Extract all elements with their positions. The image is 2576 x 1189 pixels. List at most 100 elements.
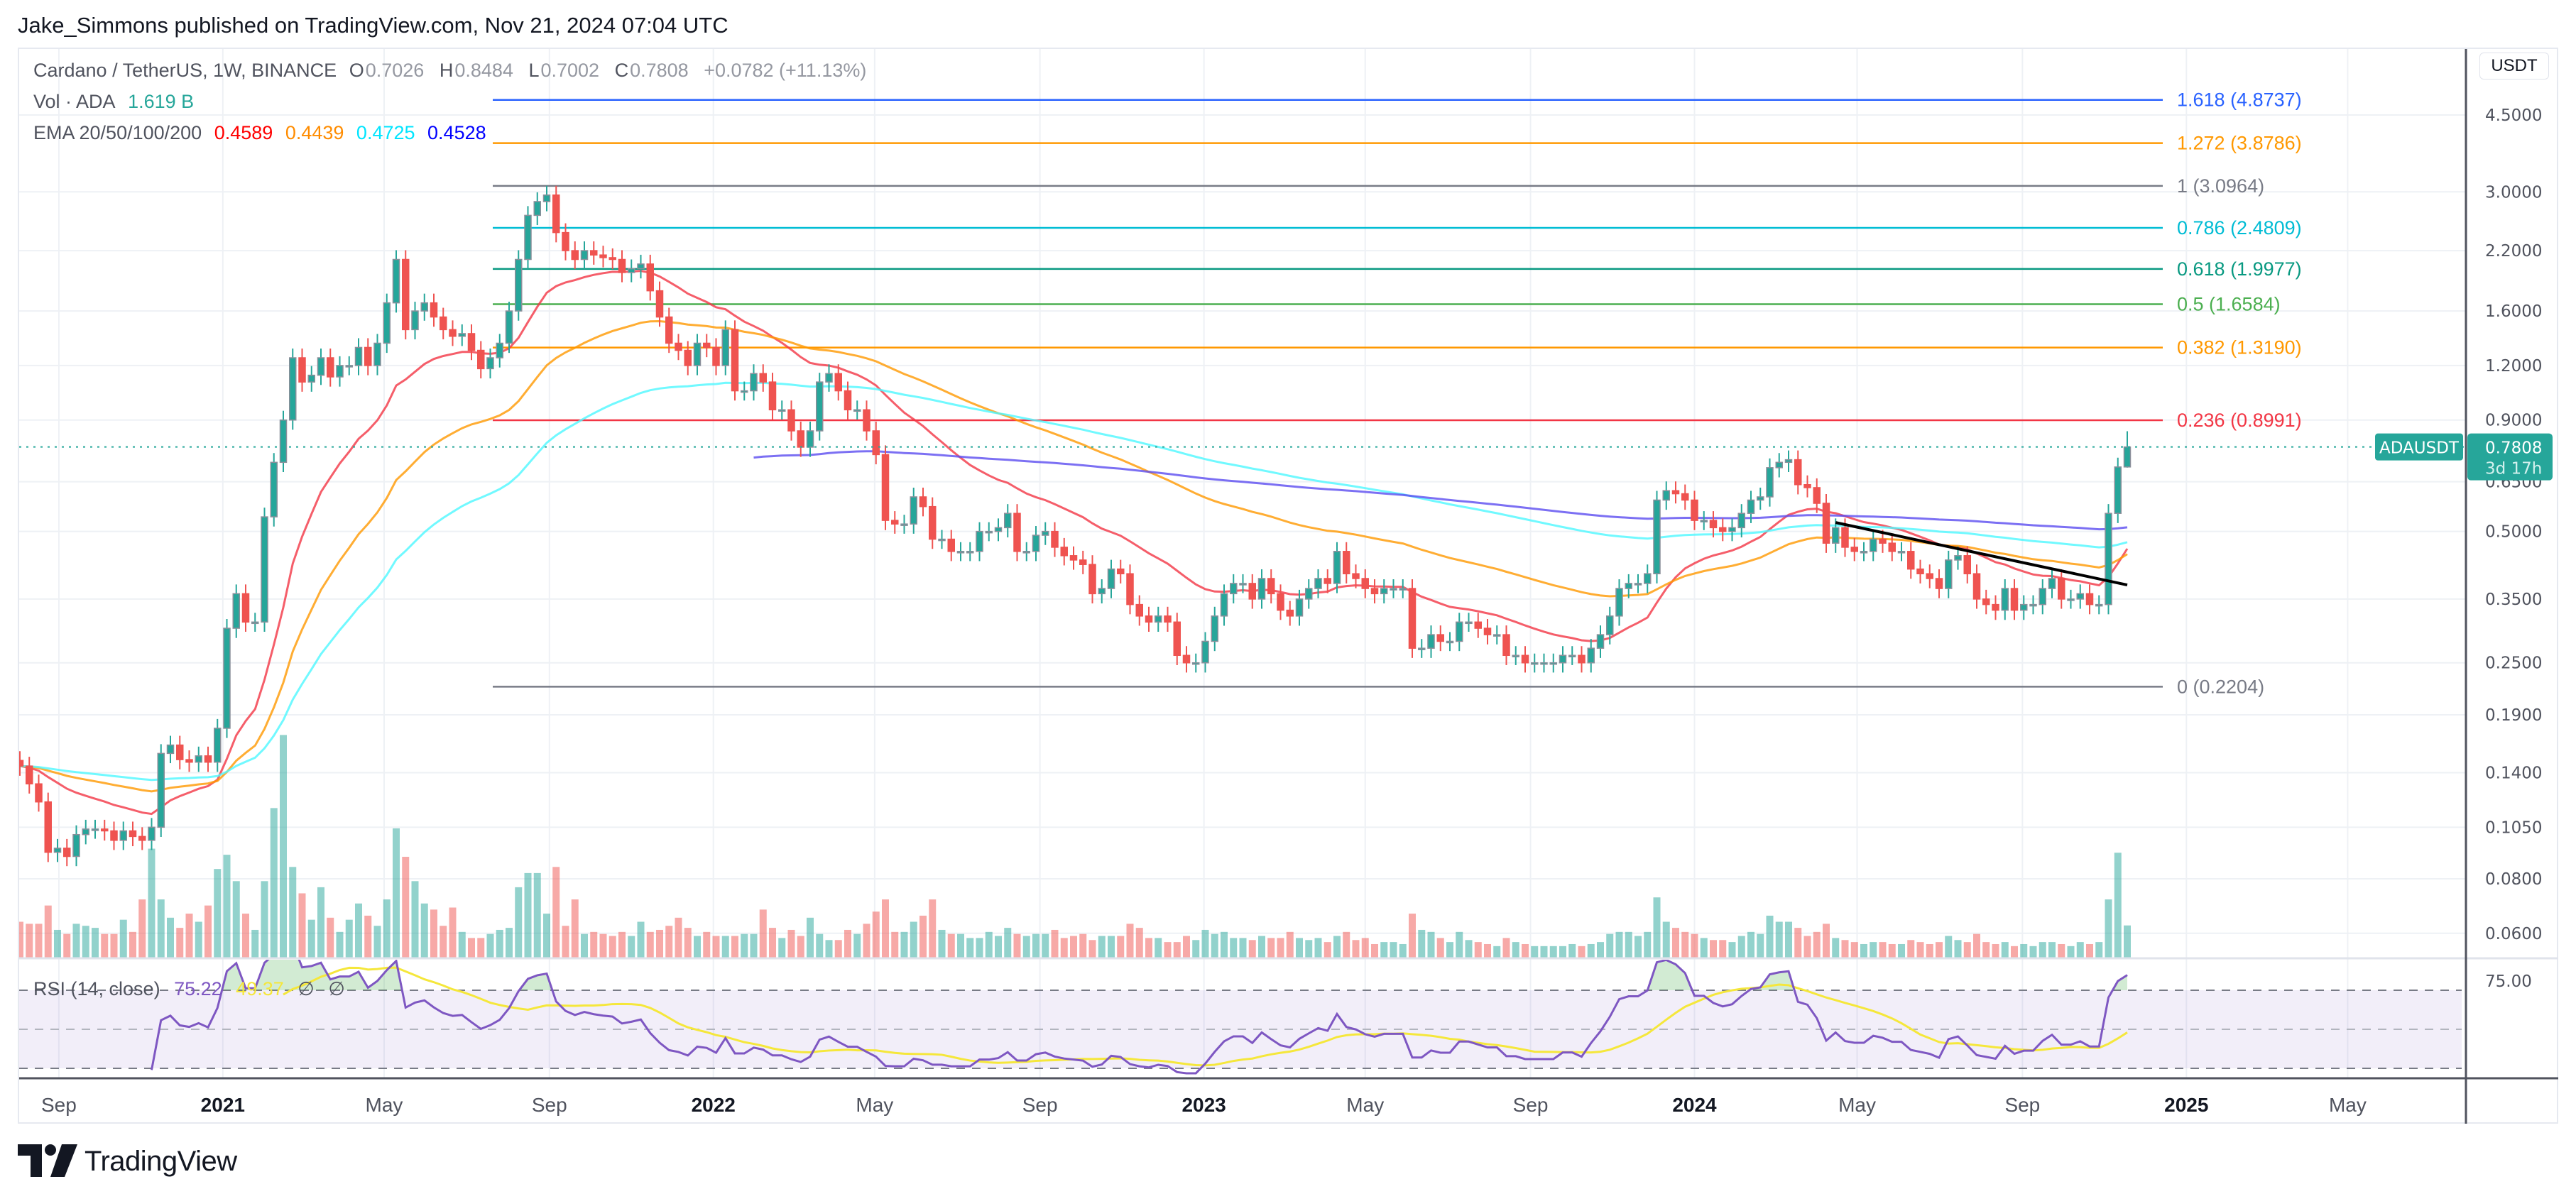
volume-bar — [1832, 938, 1840, 958]
candle-body — [1088, 564, 1096, 595]
volume-bar — [797, 936, 804, 958]
price-axis-label: 0.0600 — [2485, 925, 2542, 943]
volume-bar — [411, 881, 419, 958]
volume-bar — [599, 933, 607, 958]
volume-bar — [2001, 942, 2009, 958]
volume-bar — [684, 928, 692, 958]
volume-bar — [185, 914, 193, 958]
candle-body — [2029, 603, 2037, 607]
volume-bar — [1747, 931, 1754, 958]
volume-bar — [1465, 940, 1473, 958]
candle-body — [1775, 461, 1783, 469]
candle-body — [35, 783, 43, 803]
candle-body — [618, 258, 626, 273]
volume-bar — [92, 928, 99, 958]
candle-body — [1305, 588, 1313, 600]
low-value: 0.7002 — [540, 60, 600, 81]
volume-bar — [1936, 942, 1943, 958]
tradingview-logo[interactable]: TradingView — [18, 1144, 237, 1178]
candle-body — [1596, 634, 1605, 649]
candle-body — [1972, 573, 1981, 600]
candle-body — [1766, 467, 1774, 498]
volume-bar — [1446, 942, 1453, 958]
candle-body — [53, 848, 62, 853]
candle-body — [1794, 459, 1802, 486]
price-axis-label: 0.5000 — [2485, 523, 2542, 542]
candle-body — [1051, 530, 1059, 548]
volume-bar — [2039, 942, 2046, 958]
trendline-segment[interactable] — [1835, 521, 2128, 587]
open-label: O — [349, 60, 364, 81]
volume-bar — [270, 808, 278, 958]
volume-bar — [195, 921, 202, 958]
volume-bar — [1954, 940, 1962, 958]
ema100-line — [19, 381, 2128, 782]
volume-bar — [148, 848, 155, 958]
volume-bar — [1766, 915, 1774, 958]
candle-body — [956, 551, 965, 554]
candle-body — [1098, 588, 1106, 595]
volume-bar — [364, 915, 372, 958]
volume-bar — [1568, 943, 1576, 958]
candle-body — [2001, 588, 2009, 611]
fibonacci-retracement[interactable]: 1.618 (4.8737) 1.272 (3.8786) 1 (3.0964) 0.… — [493, 89, 2302, 698]
candle-body — [637, 263, 645, 270]
volume-bar — [1004, 928, 1012, 958]
rsi-label[interactable]: RSI (14, close) — [33, 978, 160, 999]
ema50-value: 0.4439 — [285, 122, 344, 143]
fib-level-label: 0.786 (2.4809) — [2177, 217, 2302, 239]
volume-bar — [618, 931, 626, 958]
volume-bar — [496, 929, 503, 958]
volume-bar — [1860, 943, 1867, 958]
candle-body — [684, 349, 692, 366]
time-axis-label: 2023 — [1181, 1094, 1226, 1116]
candle-body — [1277, 593, 1284, 611]
volume-bar — [1672, 928, 1679, 958]
candle-body — [1634, 583, 1642, 586]
volume-bar — [966, 938, 974, 958]
candle-body — [1757, 496, 1764, 501]
candle-body — [1483, 628, 1492, 635]
volume-bar — [1399, 943, 1407, 958]
volume-bar — [1907, 940, 1915, 958]
volume-bar — [731, 936, 738, 958]
ema200-value: 0.4528 — [427, 122, 486, 143]
time-axis-label: Sep — [1022, 1094, 1058, 1116]
candle-body — [1465, 621, 1473, 625]
fib-level-label: 0.618 (1.9977) — [2177, 258, 2302, 280]
candle-body — [655, 290, 664, 318]
volume-bar — [1032, 933, 1039, 958]
volume-bar — [477, 938, 485, 958]
volume-bar — [1587, 943, 1595, 958]
candle-body — [1117, 568, 1125, 574]
currency-button[interactable]: USDT — [2479, 53, 2549, 80]
volume-bar — [703, 931, 711, 958]
fib-level-label: 0.5 (1.6584) — [2177, 294, 2281, 315]
rsi-na-value-1: ∅ — [298, 978, 315, 999]
candle-body — [1926, 573, 1933, 579]
candle-body — [985, 530, 993, 534]
volume-bar — [1578, 946, 1586, 958]
volume-bar — [1662, 921, 1670, 958]
volume-bar — [223, 855, 231, 958]
volume-bar — [863, 924, 871, 958]
volume-bar — [1898, 943, 1905, 958]
candle-body — [2123, 446, 2132, 468]
ema-label[interactable]: EMA 20/50/100/200 — [33, 122, 202, 143]
volume-bar — [204, 905, 212, 958]
candle-body — [1295, 598, 1304, 617]
volume-bar — [19, 921, 23, 958]
candle-body — [1446, 640, 1454, 644]
volume-bars — [19, 735, 2131, 958]
rsi-value: 75.22 — [174, 978, 222, 999]
volume-bar — [533, 872, 541, 958]
volume-bar — [2058, 943, 2065, 958]
trendline[interactable] — [1835, 521, 2128, 587]
candle-body — [787, 409, 795, 432]
volume-label[interactable]: Vol · ADA — [33, 91, 116, 112]
volume-bar — [1559, 946, 1566, 958]
candle-body — [1644, 573, 1652, 584]
volume-bar — [35, 924, 43, 958]
symbol-title[interactable]: Cardano / TetherUS, 1W, BINANCE — [33, 60, 337, 81]
